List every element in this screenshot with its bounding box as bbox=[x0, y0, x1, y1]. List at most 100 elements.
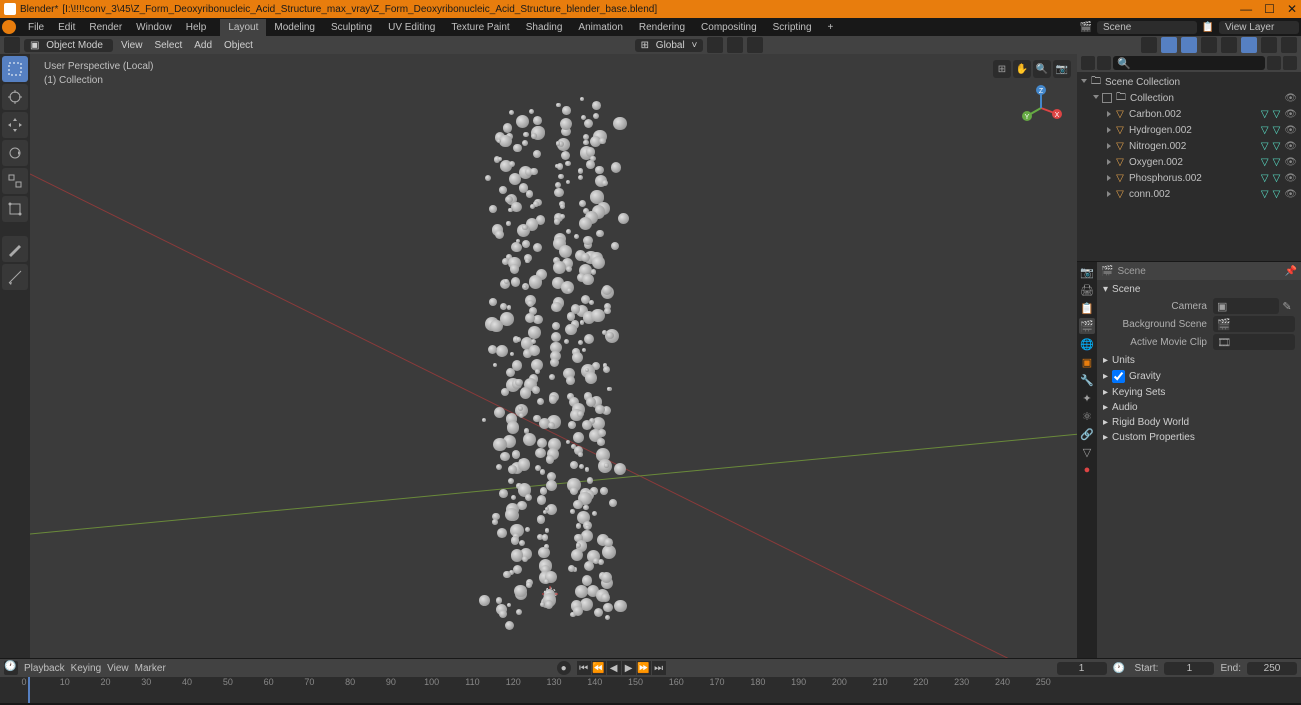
play-reverse-button[interactable]: ◀ bbox=[607, 661, 621, 675]
ptab-world[interactable]: 🌐 bbox=[1079, 336, 1095, 352]
ptab-constraints[interactable]: 🔗 bbox=[1079, 426, 1095, 442]
3d-viewport[interactable]: User Perspective (Local) (1) Collection … bbox=[30, 54, 1077, 658]
ptab-output[interactable]: 🖨 bbox=[1079, 282, 1095, 298]
jump-end-button[interactable]: ⏭ bbox=[652, 661, 666, 675]
tree-row-object[interactable]: ▽Carbon.002▽▽👁 bbox=[1077, 106, 1301, 122]
tab-layout[interactable]: Layout bbox=[220, 19, 266, 36]
mode-selector[interactable]: ▣ Object Mode bbox=[24, 39, 113, 52]
pivot-icon[interactable] bbox=[707, 37, 723, 53]
bgscene-selector[interactable]: 🎬 bbox=[1213, 316, 1295, 332]
close-button[interactable]: ✕ bbox=[1287, 2, 1297, 16]
tl-keying[interactable]: Keying bbox=[71, 663, 102, 674]
nav-camera-icon[interactable]: 📷 bbox=[1053, 60, 1071, 78]
nav-hand-icon[interactable]: ✋ bbox=[1013, 60, 1031, 78]
object-visibility-icon[interactable]: 👁 bbox=[1284, 141, 1297, 152]
header-add[interactable]: Add bbox=[190, 39, 216, 52]
tree-row-object[interactable]: ▽Phosphorus.002▽▽👁 bbox=[1077, 170, 1301, 186]
tab-uv[interactable]: UV Editing bbox=[380, 19, 443, 36]
header-select[interactable]: Select bbox=[150, 39, 186, 52]
section-keying[interactable]: ▸Keying Sets bbox=[1097, 385, 1301, 400]
section-units[interactable]: ▸Units bbox=[1097, 353, 1301, 368]
timeline-editor-icon[interactable]: 🕐 bbox=[4, 661, 18, 675]
tab-sculpting[interactable]: Sculpting bbox=[323, 19, 380, 36]
visibility-icon[interactable] bbox=[1141, 37, 1157, 53]
object-visibility-icon[interactable]: 👁 bbox=[1284, 173, 1297, 184]
shading-wire-icon[interactable] bbox=[1221, 37, 1237, 53]
section-scene[interactable]: ▾Scene bbox=[1103, 282, 1295, 297]
orientation-gizmo[interactable]: X Y Z bbox=[1017, 84, 1065, 132]
outliner-search[interactable]: 🔍 bbox=[1113, 56, 1265, 70]
tree-row-object[interactable]: ▽Hydrogen.002▽▽👁 bbox=[1077, 122, 1301, 138]
movieclip-selector[interactable]: 🎞 bbox=[1213, 334, 1295, 350]
cursor-tool[interactable] bbox=[2, 84, 28, 110]
section-custom[interactable]: ▸Custom Properties bbox=[1097, 430, 1301, 445]
camera-selector[interactable]: ▣ bbox=[1213, 298, 1279, 314]
tab-texture[interactable]: Texture Paint bbox=[443, 19, 517, 36]
object-visibility-icon[interactable]: 👁 bbox=[1284, 125, 1297, 136]
tab-modeling[interactable]: Modeling bbox=[266, 19, 323, 36]
outliner-filter-icon[interactable] bbox=[1267, 56, 1281, 70]
header-view[interactable]: View bbox=[117, 39, 147, 52]
tree-row-object[interactable]: ▽Oxygen.002▽▽👁 bbox=[1077, 154, 1301, 170]
timeline-cursor[interactable] bbox=[28, 677, 30, 703]
jump-start-button[interactable]: ⏮ bbox=[577, 661, 591, 675]
menu-render[interactable]: Render bbox=[83, 20, 128, 35]
header-object[interactable]: Object bbox=[220, 39, 257, 52]
object-visibility-icon[interactable]: 👁 bbox=[1284, 189, 1297, 200]
tab-shading[interactable]: Shading bbox=[518, 19, 571, 36]
ptab-physics[interactable]: ⚛ bbox=[1079, 408, 1095, 424]
end-frame[interactable]: 250 bbox=[1247, 662, 1297, 675]
tl-view[interactable]: View bbox=[107, 663, 129, 674]
section-rigidbody[interactable]: ▸Rigid Body World bbox=[1097, 415, 1301, 430]
menu-edit[interactable]: Edit bbox=[52, 20, 81, 35]
tab-rendering[interactable]: Rendering bbox=[631, 19, 693, 36]
shading-solid-icon[interactable] bbox=[1241, 37, 1257, 53]
editor-type-icon[interactable] bbox=[4, 37, 20, 53]
nav-grid-icon[interactable]: ⊞ bbox=[993, 60, 1011, 78]
ptab-particles[interactable]: ✦ bbox=[1079, 390, 1095, 406]
proportional-icon[interactable] bbox=[747, 37, 763, 53]
outliner-new-collection-icon[interactable] bbox=[1283, 56, 1297, 70]
xray-icon[interactable] bbox=[1201, 37, 1217, 53]
object-visibility-icon[interactable]: 👁 bbox=[1284, 157, 1297, 168]
gravity-checkbox[interactable] bbox=[1112, 370, 1125, 383]
section-audio[interactable]: ▸Audio bbox=[1097, 400, 1301, 415]
ptab-render[interactable]: 📷 bbox=[1079, 264, 1095, 280]
tab-add[interactable]: + bbox=[820, 19, 842, 36]
snap-icon[interactable] bbox=[727, 37, 743, 53]
next-key-button[interactable]: ⏩ bbox=[637, 661, 651, 675]
timeline-ruler[interactable]: 0102030405060708090100110120130140150160… bbox=[0, 677, 1301, 703]
play-button[interactable]: ▶ bbox=[622, 661, 636, 675]
ptab-viewlayer[interactable]: 📋 bbox=[1079, 300, 1095, 316]
orientation-selector[interactable]: ⊞ Global ˅ bbox=[635, 39, 704, 52]
minimize-button[interactable]: — bbox=[1240, 2, 1252, 16]
ptab-object[interactable]: ▣ bbox=[1079, 354, 1095, 370]
maximize-button[interactable]: ☐ bbox=[1264, 2, 1275, 16]
viewlayer-selector[interactable]: View Layer bbox=[1219, 21, 1299, 34]
overlay-toggle-icon[interactable] bbox=[1181, 37, 1197, 53]
outliner-editor-icon[interactable] bbox=[1081, 56, 1095, 70]
outliner-display-icon[interactable] bbox=[1097, 56, 1111, 70]
ptab-scene[interactable]: 🎬 bbox=[1079, 318, 1095, 334]
prev-key-button[interactable]: ⏪ bbox=[592, 661, 606, 675]
select-box-tool[interactable] bbox=[2, 56, 28, 82]
start-frame[interactable]: 1 bbox=[1164, 662, 1214, 675]
gizmo-toggle-icon[interactable] bbox=[1161, 37, 1177, 53]
tree-row-object[interactable]: ▽conn.002▽▽👁 bbox=[1077, 186, 1301, 202]
tl-playback[interactable]: Playback bbox=[24, 663, 65, 674]
shading-matprev-icon[interactable] bbox=[1261, 37, 1277, 53]
outliner[interactable]: 🗀 Scene Collection 🗀 Collection 👁 ▽Carbo… bbox=[1077, 72, 1301, 262]
ptab-material[interactable]: ● bbox=[1079, 462, 1095, 478]
measure-tool[interactable] bbox=[2, 264, 28, 290]
menu-help[interactable]: Help bbox=[180, 20, 213, 35]
menu-file[interactable]: File bbox=[22, 20, 50, 35]
current-frame[interactable]: 1 bbox=[1057, 662, 1107, 675]
section-gravity[interactable]: ▸Gravity bbox=[1097, 368, 1301, 385]
tab-animation[interactable]: Animation bbox=[570, 19, 630, 36]
tl-marker[interactable]: Marker bbox=[135, 663, 166, 674]
collection-visibility-icon[interactable]: 👁 bbox=[1284, 93, 1297, 104]
scale-tool[interactable] bbox=[2, 168, 28, 194]
annotate-tool[interactable] bbox=[2, 236, 28, 262]
shading-render-icon[interactable] bbox=[1281, 37, 1297, 53]
ptab-data[interactable]: ▽ bbox=[1079, 444, 1095, 460]
